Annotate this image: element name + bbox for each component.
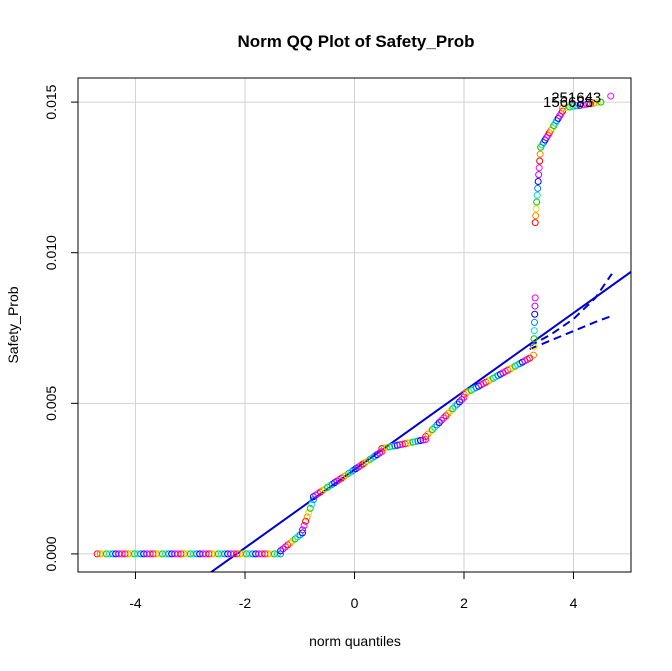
- data-point: [607, 92, 615, 100]
- data-point: [409, 438, 417, 446]
- data-point: [531, 294, 539, 302]
- data-point: [572, 102, 580, 110]
- data-point: [386, 443, 394, 451]
- x-tick-label: 4: [570, 595, 578, 611]
- data-point: [406, 439, 414, 447]
- data-point: [562, 104, 570, 112]
- data-point: [414, 437, 422, 445]
- data-point: [380, 444, 388, 452]
- data-point: [533, 191, 541, 199]
- data-point: [530, 351, 538, 359]
- data-point: [531, 302, 539, 310]
- x-tick-label: 0: [351, 595, 359, 611]
- data-point: [569, 102, 577, 110]
- data-point: [378, 445, 386, 452]
- data-point: [536, 157, 544, 165]
- data-point: [451, 403, 459, 411]
- data-point: [437, 416, 445, 424]
- data-point: [393, 441, 401, 449]
- data-point: [449, 405, 457, 413]
- data-point: [391, 442, 399, 450]
- data-point: [583, 100, 591, 108]
- x-axis-label: norm quantiles: [309, 633, 401, 649]
- data-point: [417, 437, 425, 445]
- data-point: [446, 407, 454, 415]
- y-tick-label: 0.015: [43, 84, 59, 119]
- data-point: [597, 98, 605, 106]
- data-point: [534, 178, 542, 186]
- data-point: [576, 101, 584, 109]
- data-point: [435, 419, 443, 427]
- data-point: [593, 99, 601, 107]
- data-point: [579, 101, 587, 109]
- data-point: [536, 150, 544, 158]
- y-tick-label: 0.010: [43, 235, 59, 270]
- data-point: [398, 440, 406, 448]
- data-point: [530, 318, 538, 326]
- data-point: [411, 438, 419, 446]
- point-label: 251643: [551, 90, 601, 107]
- y-tick-label: 0.005: [43, 386, 59, 421]
- data-point: [530, 335, 538, 343]
- data-point: [531, 310, 539, 318]
- x-tick-label: -4: [129, 595, 142, 611]
- data-point: [426, 428, 434, 436]
- data-point: [303, 513, 311, 521]
- data-point: [559, 107, 567, 115]
- data-point: [440, 414, 448, 422]
- data-point: [566, 103, 574, 111]
- chart-title: Norm QQ Plot of Safety_Prob: [237, 32, 474, 51]
- data-point: [530, 327, 538, 335]
- x-tick-label: -2: [239, 595, 252, 611]
- data-point: [388, 442, 396, 450]
- confidence-band-upper: [529, 273, 613, 347]
- data-point: [298, 529, 306, 537]
- data-point: [302, 517, 310, 525]
- data-point: [308, 500, 316, 508]
- data-point: [424, 430, 432, 438]
- y-axis-label: Safety_Prob: [5, 286, 21, 363]
- reference-line: [209, 271, 631, 572]
- data-point: [404, 439, 412, 447]
- x-axis: -4 -2 0 2 4: [129, 572, 578, 611]
- data-point: [531, 219, 539, 227]
- data-point: [433, 421, 441, 429]
- data-point: [300, 522, 308, 530]
- data-point: [383, 443, 391, 451]
- y-axis: 0.000 0.005 0.010 0.015: [43, 84, 78, 571]
- confidence-band-lower: [529, 315, 613, 351]
- data-point: [590, 99, 598, 107]
- data-point: [422, 432, 430, 440]
- data-point: [431, 423, 439, 431]
- point-label: 156685: [543, 94, 593, 111]
- data-point: [532, 205, 540, 213]
- data-point: [533, 198, 541, 206]
- data-point: [401, 440, 409, 448]
- reference-line-group: [209, 271, 631, 572]
- x-tick-label: 2: [460, 595, 468, 611]
- data-point: [306, 504, 314, 512]
- data-point: [532, 212, 540, 220]
- data-point: [428, 426, 436, 434]
- data-point: [305, 509, 313, 517]
- data-point: [455, 398, 463, 406]
- data-point: [559, 104, 567, 112]
- data-point: [396, 441, 404, 449]
- data-point: [535, 171, 543, 179]
- data-point: [530, 343, 538, 351]
- grid: [78, 78, 631, 572]
- data-points: [93, 92, 615, 558]
- data-point: [586, 100, 594, 108]
- data-point: [535, 164, 543, 172]
- data-point: [444, 409, 452, 417]
- y-tick-label: 0.000: [43, 536, 59, 571]
- data-point: [298, 526, 306, 534]
- data-point: [534, 184, 542, 192]
- data-point: [442, 412, 450, 420]
- data-point: [453, 400, 461, 408]
